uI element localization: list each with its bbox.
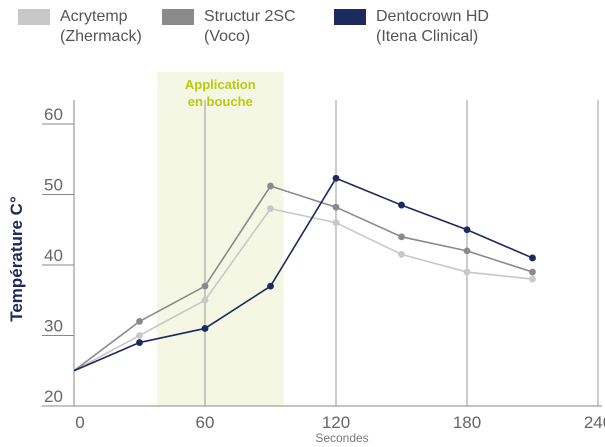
y-tick-label: 30 bbox=[44, 317, 63, 336]
data-point bbox=[529, 254, 536, 262]
legend-label: Dentocrown HD bbox=[376, 8, 489, 25]
data-point bbox=[332, 203, 340, 211]
data-point bbox=[398, 201, 405, 209]
x-tick-label: 0 bbox=[75, 413, 84, 432]
series-3 bbox=[73, 174, 536, 372]
x-tick-label: 60 bbox=[196, 413, 215, 432]
legend-label: Structur 2SC bbox=[204, 8, 296, 25]
application-band-rect bbox=[156, 72, 284, 406]
x-tick-label: 120 bbox=[322, 413, 350, 432]
x-tick-label: 180 bbox=[453, 413, 481, 432]
data-point bbox=[201, 325, 209, 332]
series-1 bbox=[73, 205, 536, 372]
series-2 bbox=[73, 182, 536, 372]
application-band: Application en bouche bbox=[156, 72, 284, 406]
series-line bbox=[73, 207, 533, 372]
legend-entry-1: Acrytemp (Zhermack) bbox=[18, 8, 142, 45]
legend-entry-3: Dentocrown HD (Itena Clinical) bbox=[334, 8, 489, 45]
legend-swatch bbox=[18, 9, 50, 25]
legend-label: (Itena Clinical) bbox=[376, 28, 478, 45]
y-tick-label: 60 bbox=[44, 105, 63, 124]
y-tick-label: 20 bbox=[44, 387, 63, 406]
data-point bbox=[332, 174, 340, 182]
y-tick-label: 50 bbox=[44, 176, 63, 195]
data-point bbox=[201, 296, 209, 304]
data-point bbox=[136, 332, 143, 339]
legend-swatch bbox=[334, 9, 366, 25]
legend-label: (Voco) bbox=[204, 28, 250, 45]
x-tick-label: 240 bbox=[584, 413, 605, 432]
data-point bbox=[529, 275, 536, 283]
data-point bbox=[332, 219, 340, 227]
y-axis-title: Température C° bbox=[7, 196, 26, 322]
series bbox=[73, 174, 536, 372]
series-line bbox=[73, 177, 533, 372]
data-point bbox=[398, 251, 405, 258]
series-line bbox=[73, 185, 533, 372]
application-band-label: en bouche bbox=[188, 94, 253, 109]
legend-label: (Zhermack) bbox=[60, 28, 142, 45]
data-point bbox=[267, 282, 274, 290]
data-point bbox=[529, 268, 536, 276]
axis-labels: Température C° Secondes bbox=[7, 196, 369, 445]
data-point bbox=[201, 282, 209, 290]
y-tick-label: 40 bbox=[44, 246, 63, 265]
data-point bbox=[267, 205, 274, 213]
legend-swatch bbox=[162, 9, 194, 25]
axes: 20 30 40 50 60 0 60 120 180 240 bbox=[42, 100, 605, 432]
data-point bbox=[398, 233, 405, 241]
application-band-label: Application bbox=[185, 77, 256, 92]
x-axis-title: Secondes bbox=[315, 431, 368, 445]
data-point bbox=[463, 226, 471, 234]
data-point bbox=[136, 339, 143, 346]
data-point bbox=[267, 182, 274, 190]
data-point bbox=[463, 268, 471, 276]
legend-entry-2: Structur 2SC (Voco) bbox=[162, 8, 296, 45]
data-point bbox=[463, 247, 471, 255]
data-point bbox=[136, 318, 143, 325]
legend: Acrytemp (Zhermack) Structur 2SC (Voco) Dent… bbox=[18, 8, 489, 45]
legend-label: Acrytemp bbox=[60, 8, 128, 25]
